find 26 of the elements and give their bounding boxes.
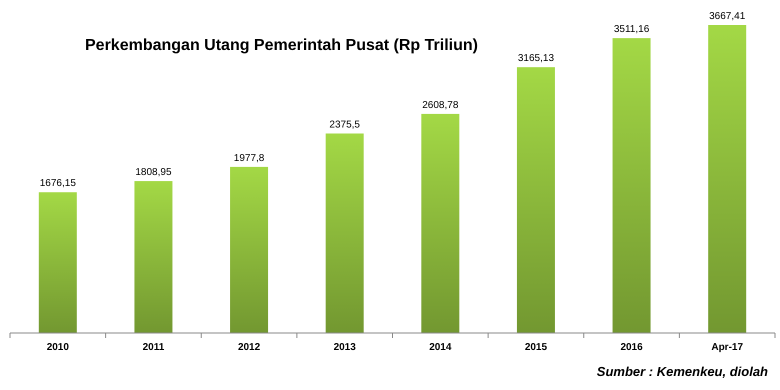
data-label: 3667,41 xyxy=(709,11,746,22)
x-tick-label: 2014 xyxy=(429,342,452,353)
data-label: 1676,15 xyxy=(40,178,76,190)
bar xyxy=(38,192,77,333)
data-label: 2608,78 xyxy=(422,100,459,111)
bar xyxy=(612,38,651,333)
x-tick-label: 2016 xyxy=(620,342,644,353)
bar xyxy=(708,25,746,333)
bar xyxy=(134,181,172,333)
text: Sumber : Kemenkeu, diolah xyxy=(596,364,768,379)
x-tick-label: 2012 xyxy=(238,342,261,353)
bar xyxy=(421,114,460,333)
x-tick-label: 2011 xyxy=(142,342,165,353)
bar xyxy=(516,67,555,333)
x-tick-label: 2010 xyxy=(46,342,70,353)
data-label: 1808,95 xyxy=(135,167,172,178)
data-label: 2375,5 xyxy=(329,120,360,130)
data-label: 3165,13 xyxy=(518,53,554,64)
bar xyxy=(230,166,268,333)
bar xyxy=(326,134,364,333)
text: Perkembangan Utang Pemerintah Pusat (Rp Triliun) xyxy=(85,37,478,54)
x-tick-label: 2015 xyxy=(524,342,548,353)
x-tick-label: 2013 xyxy=(334,342,356,353)
data-label: 3511,16 xyxy=(614,24,650,36)
x-tick-label: Apr-17 xyxy=(711,342,744,353)
data-label: 1977,8 xyxy=(234,152,265,164)
